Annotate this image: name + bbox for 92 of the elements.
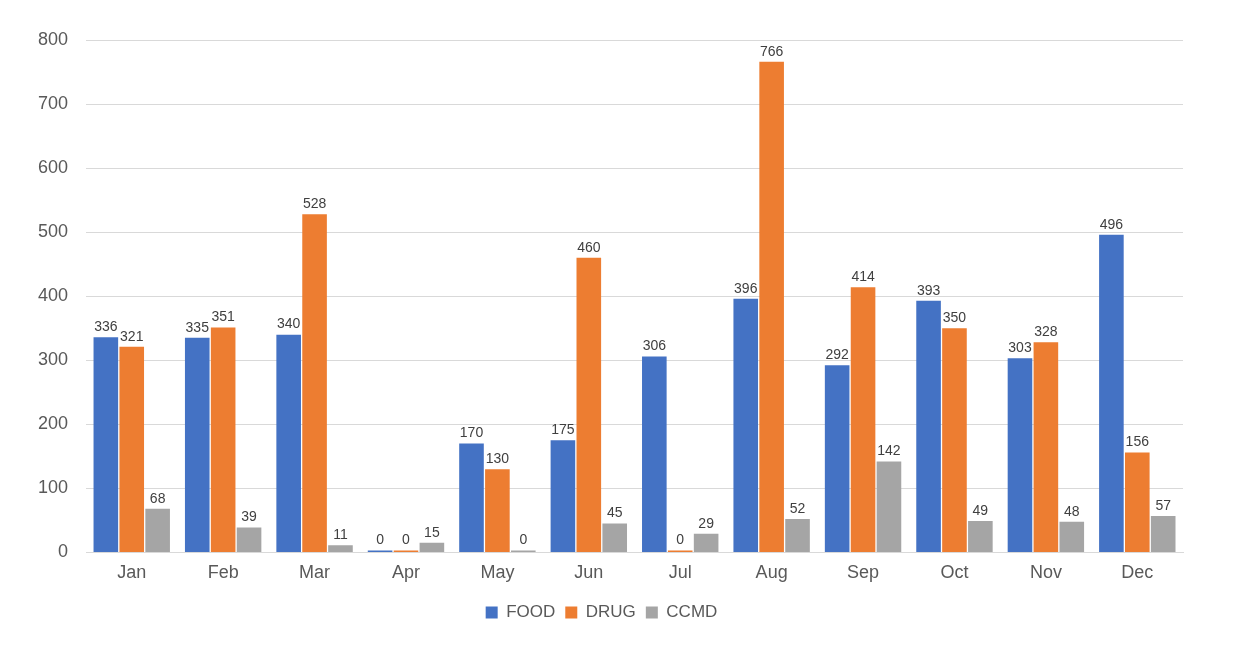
data-label: 306	[642, 337, 667, 354]
data-label: 336	[94, 318, 118, 335]
bar	[576, 257, 602, 552]
bar	[459, 443, 484, 552]
x-tick-label: Nov	[1029, 562, 1062, 583]
x-tick-label: Feb	[207, 562, 239, 583]
legend-label: CCMD	[666, 602, 718, 622]
data-label: 460	[577, 238, 601, 255]
data-label: 0	[402, 531, 411, 548]
data-label: 57	[1155, 496, 1172, 513]
data-label: 11	[333, 526, 348, 543]
data-label: 0	[376, 531, 385, 548]
data-label: 45	[606, 504, 623, 521]
y-tick-label: 100	[37, 477, 69, 498]
bar	[824, 365, 850, 552]
x-tick-label: Mar	[299, 562, 331, 583]
data-label: 528	[302, 195, 327, 212]
data-label: 328	[1034, 323, 1058, 340]
x-tick-label: Dec	[1121, 562, 1154, 583]
bar	[968, 521, 993, 552]
bar	[93, 337, 119, 552]
bar	[642, 356, 667, 552]
bar	[302, 214, 327, 552]
data-label: 170	[459, 424, 484, 441]
data-label: 335	[185, 318, 210, 335]
x-tick-label: Jun	[574, 562, 604, 583]
x-tick-label: Sep	[847, 562, 880, 583]
x-tick-label: Aug	[755, 562, 788, 583]
y-tick-label: 300	[37, 349, 69, 370]
bar	[276, 334, 301, 552]
data-label: 766	[759, 42, 784, 59]
data-label: 340	[276, 315, 301, 332]
y-tick-label: 700	[37, 93, 69, 114]
bar	[1007, 358, 1033, 552]
bar	[876, 461, 902, 552]
data-label: 414	[851, 268, 875, 285]
bar	[916, 300, 941, 552]
bar	[119, 346, 145, 552]
data-label: 142	[877, 442, 901, 459]
data-label: 39	[241, 508, 258, 525]
bar	[419, 542, 445, 552]
data-label: 292	[825, 346, 850, 363]
bar	[693, 533, 719, 552]
data-label: 393	[916, 281, 941, 298]
bar	[1150, 515, 1176, 552]
data-label: 0	[676, 531, 685, 548]
y-tick-label: 500	[37, 221, 69, 242]
data-label: 350	[942, 309, 967, 326]
bar	[485, 469, 510, 552]
bar	[1099, 234, 1124, 552]
bar	[184, 337, 210, 552]
x-tick-label: Oct	[940, 562, 969, 583]
data-label: 48	[1063, 502, 1080, 519]
data-label: 49	[972, 501, 989, 518]
y-tick-label: 800	[37, 28, 69, 49]
bar	[785, 519, 810, 552]
data-label: 156	[1125, 433, 1150, 450]
x-tick-label: May	[480, 562, 515, 583]
bar	[550, 440, 576, 552]
bar	[1059, 521, 1085, 552]
bar	[602, 523, 628, 552]
bar	[759, 61, 784, 552]
data-label: 303	[1008, 339, 1032, 356]
bar	[236, 527, 262, 552]
x-tick-label: Apr	[391, 562, 420, 583]
y-tick-label: 0	[58, 541, 69, 562]
bar	[210, 327, 236, 552]
data-label: 175	[551, 421, 575, 438]
bar	[328, 545, 353, 552]
data-label: 0	[519, 531, 528, 548]
bar	[1033, 342, 1059, 552]
data-label: 29	[698, 514, 715, 531]
bar	[145, 508, 170, 552]
bar	[1124, 452, 1150, 552]
data-label: 496	[1099, 215, 1124, 232]
y-tick-label: 600	[37, 157, 69, 178]
y-tick-label: 200	[37, 413, 69, 434]
data-label: 130	[485, 449, 510, 466]
bar	[942, 328, 967, 552]
bar	[733, 298, 759, 552]
data-label: 321	[120, 327, 144, 344]
data-label: 15	[424, 523, 440, 540]
data-label: 351	[211, 308, 236, 325]
legend-label: FOOD	[506, 602, 556, 622]
x-tick-label: Jul	[668, 562, 692, 583]
x-tick-label: Jan	[117, 562, 147, 583]
data-label: 52	[789, 499, 806, 516]
y-tick-label: 400	[37, 285, 69, 306]
bar	[850, 287, 876, 552]
data-label: 396	[734, 279, 758, 296]
legend-label: DRUG	[585, 602, 636, 622]
data-label: 68	[149, 489, 166, 506]
